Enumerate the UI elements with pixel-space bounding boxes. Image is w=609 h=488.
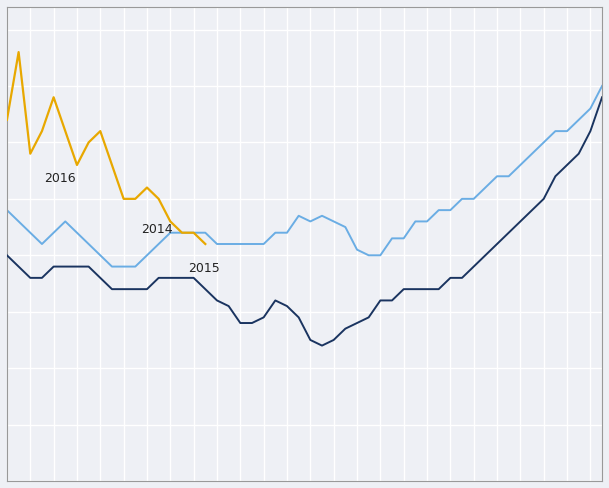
Text: 2016: 2016 xyxy=(44,172,76,185)
Text: 2014: 2014 xyxy=(141,223,173,236)
Text: 2015: 2015 xyxy=(188,262,220,275)
